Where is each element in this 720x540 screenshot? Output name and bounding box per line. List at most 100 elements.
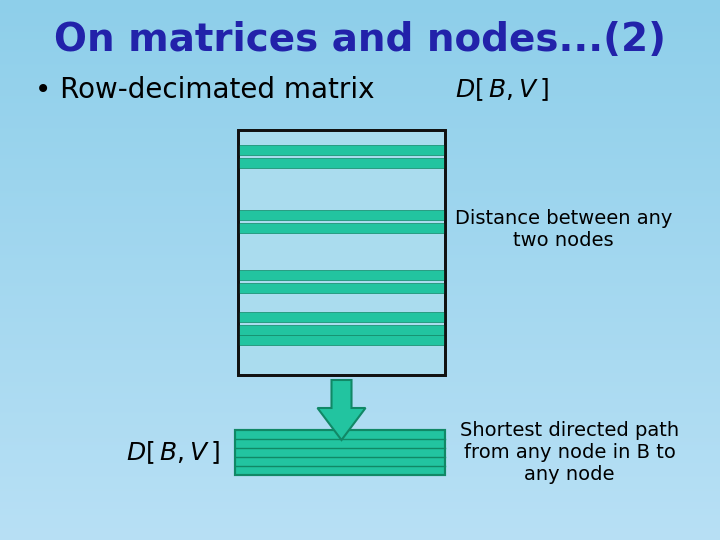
Bar: [0, 384, 720, 385]
Bar: [0, 127, 720, 128]
Bar: [0, 90, 720, 91]
Bar: [0, 410, 720, 411]
Bar: [0, 333, 720, 334]
Bar: [0, 76, 720, 77]
Bar: [0, 185, 720, 186]
Bar: [0, 113, 720, 114]
Bar: [0, 451, 720, 452]
Bar: [0, 19, 720, 20]
Bar: [0, 156, 720, 157]
Bar: [0, 114, 720, 115]
Bar: [0, 459, 720, 460]
Bar: [0, 20, 720, 21]
Bar: [0, 472, 720, 473]
Bar: [0, 121, 720, 122]
Bar: [0, 354, 720, 355]
Bar: [0, 391, 720, 392]
Bar: [0, 326, 720, 327]
Bar: [0, 507, 720, 508]
Bar: [0, 308, 720, 309]
Bar: [0, 140, 720, 141]
Bar: [0, 176, 720, 177]
Bar: [0, 66, 720, 67]
Bar: [0, 220, 720, 221]
Bar: [0, 147, 720, 148]
Bar: [0, 314, 720, 315]
Bar: [0, 479, 720, 480]
Text: • Row-decimated matrix: • Row-decimated matrix: [35, 76, 374, 104]
Bar: [0, 96, 720, 97]
Bar: [0, 81, 720, 82]
Bar: [0, 493, 720, 494]
Bar: [0, 533, 720, 534]
Bar: [0, 202, 720, 203]
Bar: [0, 473, 720, 474]
Bar: [0, 464, 720, 465]
Bar: [0, 46, 720, 47]
Bar: [0, 369, 720, 370]
Bar: [0, 337, 720, 338]
Bar: [0, 501, 720, 502]
Bar: [0, 334, 720, 335]
Bar: [0, 139, 720, 140]
Bar: [0, 370, 720, 371]
Bar: [0, 141, 720, 142]
Bar: [0, 462, 720, 463]
Bar: [0, 340, 720, 341]
Bar: [0, 404, 720, 405]
Bar: [235, 430, 445, 475]
Bar: [0, 87, 720, 88]
Bar: [0, 205, 720, 206]
Bar: [0, 170, 720, 171]
Bar: [0, 518, 720, 519]
Bar: [0, 321, 720, 322]
Bar: [0, 84, 720, 85]
Bar: [0, 266, 720, 267]
Bar: [0, 301, 720, 302]
Bar: [0, 236, 720, 237]
Bar: [0, 118, 720, 119]
Bar: [0, 178, 720, 179]
Bar: [0, 485, 720, 486]
Bar: [235, 430, 445, 475]
Bar: [0, 256, 720, 257]
Bar: [238, 130, 445, 375]
Bar: [238, 325, 445, 335]
Bar: [0, 327, 720, 328]
Bar: [0, 310, 720, 311]
Bar: [0, 12, 720, 13]
Bar: [0, 385, 720, 386]
Bar: [0, 446, 720, 447]
Bar: [0, 148, 720, 149]
Bar: [0, 188, 720, 189]
Bar: [0, 21, 720, 22]
Bar: [0, 528, 720, 529]
Bar: [0, 279, 720, 280]
Bar: [0, 378, 720, 379]
Bar: [0, 8, 720, 9]
Bar: [0, 78, 720, 79]
Bar: [0, 375, 720, 376]
Bar: [0, 347, 720, 348]
Bar: [0, 239, 720, 240]
Bar: [0, 482, 720, 483]
Bar: [0, 425, 720, 426]
Bar: [0, 184, 720, 185]
Bar: [0, 304, 720, 305]
Bar: [0, 358, 720, 359]
Bar: [0, 36, 720, 37]
Bar: [0, 134, 720, 135]
Polygon shape: [318, 380, 366, 440]
Bar: [0, 499, 720, 500]
Bar: [0, 523, 720, 524]
Bar: [0, 144, 720, 145]
Bar: [0, 406, 720, 407]
Bar: [0, 445, 720, 446]
Bar: [0, 469, 720, 470]
Bar: [0, 27, 720, 28]
Bar: [0, 41, 720, 42]
Bar: [0, 270, 720, 271]
Bar: [0, 4, 720, 5]
Bar: [0, 217, 720, 218]
Bar: [0, 298, 720, 299]
